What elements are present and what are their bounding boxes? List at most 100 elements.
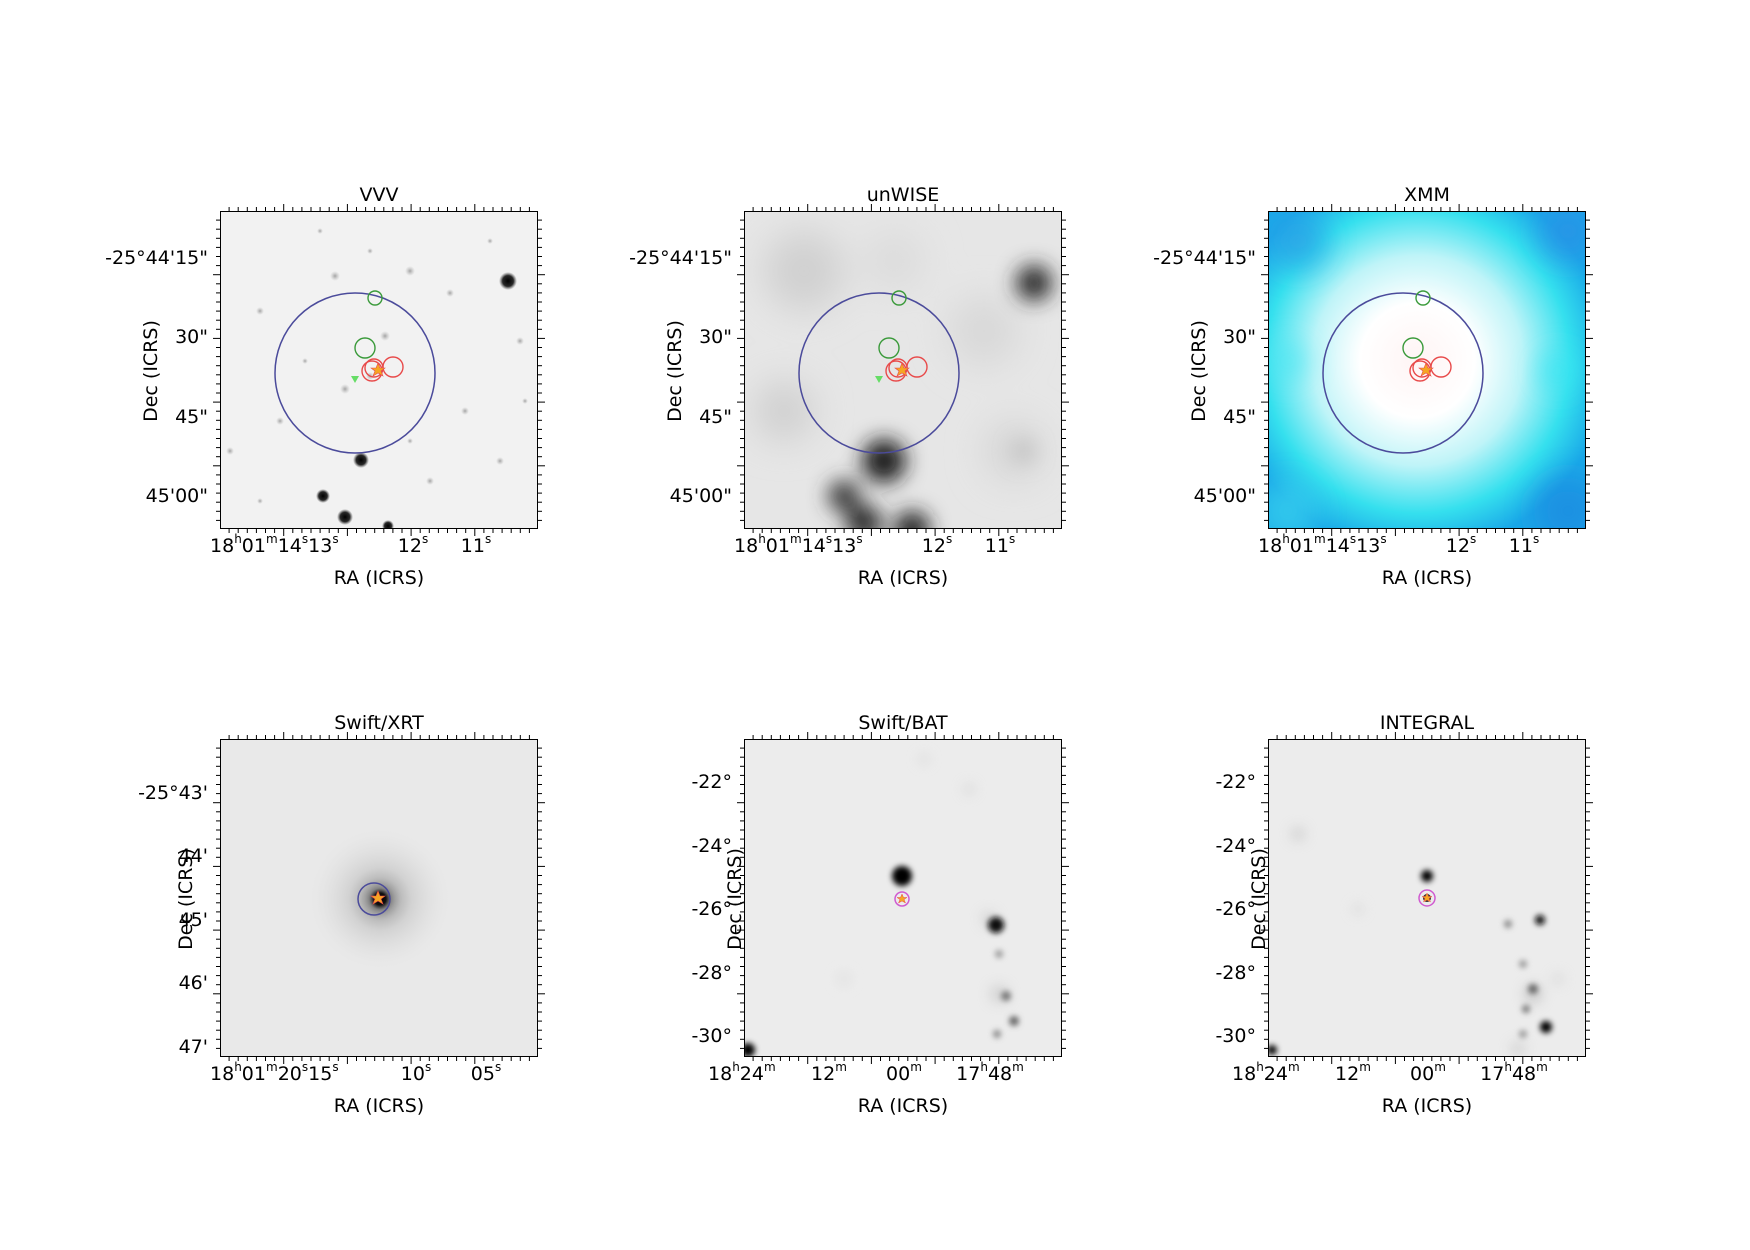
y-tick-label: -24°	[691, 835, 732, 857]
y-axis-label: Dec (ICRS)	[1188, 320, 1210, 422]
x-axis-label: RA (ICRS)	[1381, 1095, 1473, 1117]
x-tick-label: 12m	[1335, 1060, 1371, 1085]
bright-sources	[828, 265, 1052, 529]
x-tick-label: 12s	[397, 532, 429, 557]
y-tick-label: 45'00"	[145, 485, 208, 507]
panel-title: Swift/XRT	[334, 712, 424, 734]
green-circle	[367, 290, 383, 306]
x-tick-label: 11s	[1508, 532, 1540, 557]
target-star-icon	[896, 893, 908, 904]
y-axis-label: Dec (ICRS)	[664, 320, 686, 422]
green-circle	[1402, 337, 1424, 359]
panel-swift-xrt: Swift/XRT -25°43' 44' 45' 46' 47' 18h01m…	[138, 712, 545, 1117]
x-tick-label: 10s	[400, 1060, 432, 1085]
y-tick-label: 30"	[175, 326, 208, 348]
swift-bat-image	[744, 739, 1062, 1057]
hard-xray-sources	[744, 866, 1019, 1057]
y-tick-label: -24°	[1215, 835, 1256, 857]
x-axis-label: RA (ICRS)	[857, 1095, 949, 1117]
y-tick-label: 45'	[178, 909, 208, 931]
target-star-icon	[894, 362, 910, 377]
panel-title: VVV	[359, 184, 399, 206]
x-axis-label: RA (ICRS)	[857, 567, 949, 589]
panel-title: unWISE	[866, 184, 940, 206]
x-tick-label: 12m	[811, 1060, 847, 1085]
y-tick-label: 30"	[699, 326, 732, 348]
green-circle	[891, 290, 907, 306]
y-axis-label: Dec (ICRS)	[140, 320, 162, 422]
green-triangle-marker	[875, 376, 883, 383]
y-tick-label: 47'	[178, 1036, 208, 1058]
xmm-image	[1268, 211, 1586, 529]
y-tick-label: 45"	[699, 406, 732, 428]
x-tick-label: 00m	[886, 1060, 922, 1085]
panel-vvv: VVV	[105, 184, 545, 589]
x-tick-label: 12s	[921, 532, 953, 557]
magenta-circle	[1418, 889, 1436, 907]
target-star-icon	[1421, 892, 1433, 903]
y-axis-label: Dec (ICRS)	[724, 848, 746, 950]
x-tick-label: 18h01m14s13s	[734, 532, 863, 557]
x-tick-label: 17h48m	[1480, 1060, 1548, 1085]
panel-integral: INTEGRAL -22° -24° -26° -28° -30°	[1215, 712, 1593, 1117]
panel-title: Swift/BAT	[858, 712, 948, 734]
x-tick-label: 05s	[470, 1060, 502, 1085]
vvv-image	[220, 211, 538, 529]
x-tick-label: 18h24m	[708, 1060, 776, 1085]
integral-image	[1268, 739, 1586, 1057]
panel-swift-bat: Swift/BAT -22° -24° -26° -28° -30°	[691, 712, 1069, 1117]
unwise-image	[744, 211, 1062, 529]
y-tick-label: -25°44'15"	[1153, 247, 1256, 269]
y-tick-label: 46'	[178, 972, 208, 994]
error-circle	[798, 292, 960, 454]
y-tick-label: -26°	[691, 898, 732, 920]
y-tick-label: -25°44'15"	[629, 247, 732, 269]
panel-title: XMM	[1404, 184, 1450, 206]
target-star-icon	[370, 362, 386, 377]
x-tick-label: 12s	[1445, 532, 1477, 557]
y-tick-label: -22°	[691, 771, 732, 793]
x-axis-label: RA (ICRS)	[1381, 567, 1473, 589]
panel-xmm: XMM -25°44'15" 3	[1153, 184, 1593, 589]
y-tick-label: -30°	[1215, 1025, 1256, 1047]
y-axis-label: Dec (ICRS)	[175, 848, 197, 950]
red-circle	[382, 356, 404, 378]
x-tick-label: 18h01m14s13s	[210, 532, 339, 557]
x-axis-label: RA (ICRS)	[333, 567, 425, 589]
background-mottle	[1268, 211, 1586, 529]
panel-title: INTEGRAL	[1379, 712, 1475, 734]
y-tick-label: 30"	[1223, 326, 1256, 348]
hard-xray-sources	[1268, 870, 1552, 1055]
x-tick-label: 18h01m14s13s	[1258, 532, 1387, 557]
y-tick-label: -25°43'	[138, 782, 208, 804]
y-tick-label: -25°44'15"	[105, 247, 208, 269]
x-tick-label: 00m	[1410, 1060, 1446, 1085]
red-circle	[906, 356, 928, 378]
bright-stars	[316, 272, 517, 529]
x-tick-label: 18h01m20s15s	[210, 1060, 339, 1085]
error-circle	[357, 882, 391, 916]
swift-xrt-image	[220, 739, 538, 1057]
green-circle	[1415, 290, 1431, 306]
error-circle	[1322, 292, 1484, 454]
y-tick-label: 45"	[1223, 406, 1256, 428]
error-circle	[274, 292, 436, 454]
x-tick-label: 17h48m	[956, 1060, 1024, 1085]
panel-unwise: unWISE -25°44'15"	[629, 184, 1069, 589]
y-tick-label: 44'	[178, 845, 208, 867]
green-circle	[354, 337, 376, 359]
target-star-icon	[370, 890, 386, 905]
y-tick-label: 45'00"	[669, 485, 732, 507]
y-tick-label: 45"	[175, 406, 208, 428]
y-axis-label: Dec (ICRS)	[1248, 848, 1270, 950]
y-tick-label: -26°	[1215, 898, 1256, 920]
green-triangle-marker	[351, 376, 359, 383]
y-tick-label: -30°	[691, 1025, 732, 1047]
magenta-circle	[894, 891, 910, 907]
x-tick-label: 18h24m	[1232, 1060, 1300, 1085]
diffuse-emission	[754, 231, 1044, 481]
x-tick-label: 11s	[984, 532, 1016, 557]
y-tick-label: 45'00"	[1193, 485, 1256, 507]
x-tick-label: 11s	[460, 532, 492, 557]
green-circle	[878, 337, 900, 359]
